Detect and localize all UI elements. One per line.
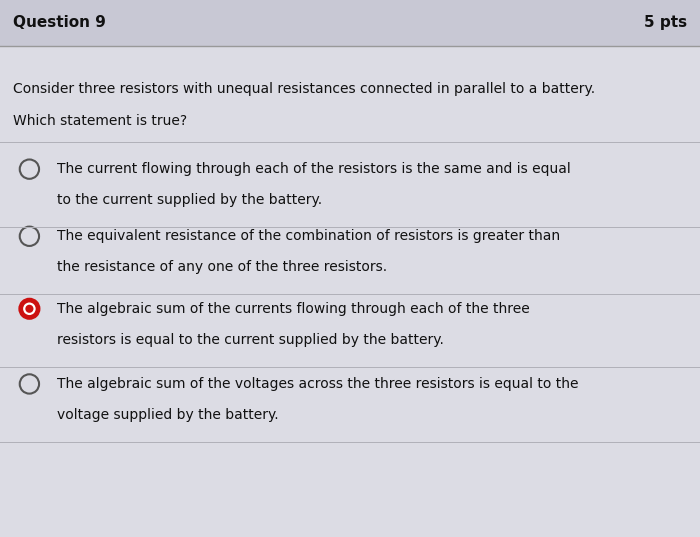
Text: Which statement is true?: Which statement is true? (13, 114, 187, 128)
Bar (0, 0, 700, 46)
Ellipse shape (23, 302, 36, 315)
Text: The equivalent resistance of the combination of resistors is greater than: The equivalent resistance of the combina… (57, 229, 561, 243)
Text: to the current supplied by the battery.: to the current supplied by the battery. (57, 193, 323, 207)
Text: The algebraic sum of the voltages across the three resistors is equal to the: The algebraic sum of the voltages across… (57, 377, 579, 391)
Text: resistors is equal to the current supplied by the battery.: resistors is equal to the current suppli… (57, 333, 444, 347)
Ellipse shape (20, 299, 39, 318)
Text: The algebraic sum of the currents flowing through each of the three: The algebraic sum of the currents flowin… (57, 302, 530, 316)
Text: Question 9: Question 9 (13, 16, 106, 30)
Text: Consider three resistors with unequal resistances connected in parallel to a bat: Consider three resistors with unequal re… (13, 82, 595, 96)
Text: the resistance of any one of the three resistors.: the resistance of any one of the three r… (57, 260, 388, 274)
Text: 5 pts: 5 pts (644, 16, 687, 30)
Text: The current flowing through each of the resistors is the same and is equal: The current flowing through each of the … (57, 162, 571, 176)
Text: voltage supplied by the battery.: voltage supplied by the battery. (57, 408, 279, 422)
Ellipse shape (25, 304, 34, 313)
